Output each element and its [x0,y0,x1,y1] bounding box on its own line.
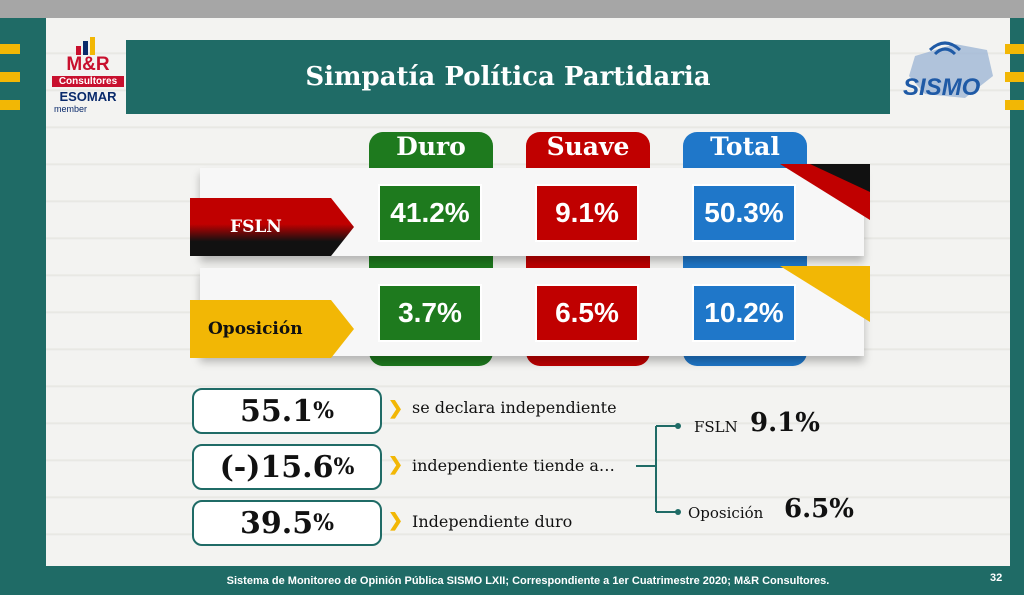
logo-mr-name: M&R [66,54,110,75]
cell-fsln-duro: 41.2% [378,184,482,242]
col-header-duro: Duro [369,132,493,172]
stat-label-independiente: se declara independiente [412,398,617,417]
branch-connector [636,423,681,515]
left-dash-3 [0,100,20,110]
right-accent-bar [1010,18,1024,595]
stat-value: 55.1 [240,393,314,429]
left-dash-2 [0,72,20,82]
footer-bar: Sistema de Monitoreo de Opinión Pública … [46,566,1010,595]
right-dash-1 [1005,44,1024,54]
chevron-right-icon: ❯ [388,454,404,474]
chart-logo-icon [76,37,95,55]
stat-independiente: 55.1% [192,388,382,434]
top-bar [0,0,1024,18]
stat-tiende: (-)15.6% [192,444,382,490]
cell-oposicion-duro: 3.7% [378,284,482,342]
oposicion-flag-corner [780,266,870,322]
row-label-oposicion: Oposición [190,300,354,358]
row-label-fsln: FSLN [190,198,354,256]
mr-consultores-logo: M&R Consultores ESOMAR member [52,36,124,118]
chevron-right-icon: ❯ [388,510,404,530]
stat-unit: % [313,398,334,424]
footer-source: Sistema de Monitoreo de Opinión Pública … [226,574,830,587]
stat-value: 39.5 [240,505,314,541]
left-dash-1 [0,44,20,54]
logo-member: member [54,104,88,114]
logo-esomar: ESOMAR [59,89,117,104]
branch-value-fsln: 9.1% [750,408,820,438]
stat-unit: % [313,510,334,536]
stat-label-duro: Independiente duro [412,512,573,531]
page-title: Simpatía Política Partidaria [305,62,711,92]
fsln-flag-corner [780,164,870,220]
stat-unit: % [333,454,355,480]
col-header-suave: Suave [526,132,650,172]
cell-oposicion-suave: 6.5% [535,284,639,342]
stat-duro: 39.5% [192,500,382,546]
branch-value-oposicion: 6.5% [784,494,854,524]
stat-value: (-)15.6 [219,449,334,485]
right-dash-3 [1005,100,1024,110]
branch-label-fsln: FSLN [694,418,738,436]
left-accent-bar [0,18,46,595]
page-number: 32 [990,572,1003,584]
branch-label-oposicion: Oposición [688,504,764,522]
right-dash-2 [1005,72,1024,82]
cell-fsln-total: 50.3% [692,184,796,242]
sismo-map-icon [909,41,993,98]
col-header-total: Total [683,132,807,172]
sismo-logo-text: SISMO [903,74,981,101]
chevron-right-icon: ❯ [388,398,404,418]
title-banner: Simpatía Política Partidaria [126,40,890,114]
logo-mr-consultores: Consultores [52,76,124,87]
cell-fsln-suave: 9.1% [535,184,639,242]
sismo-logo: SISMO [895,36,1000,116]
stat-label-tiende: independiente tiende a… [412,456,615,475]
cell-oposicion-total: 10.2% [692,284,796,342]
